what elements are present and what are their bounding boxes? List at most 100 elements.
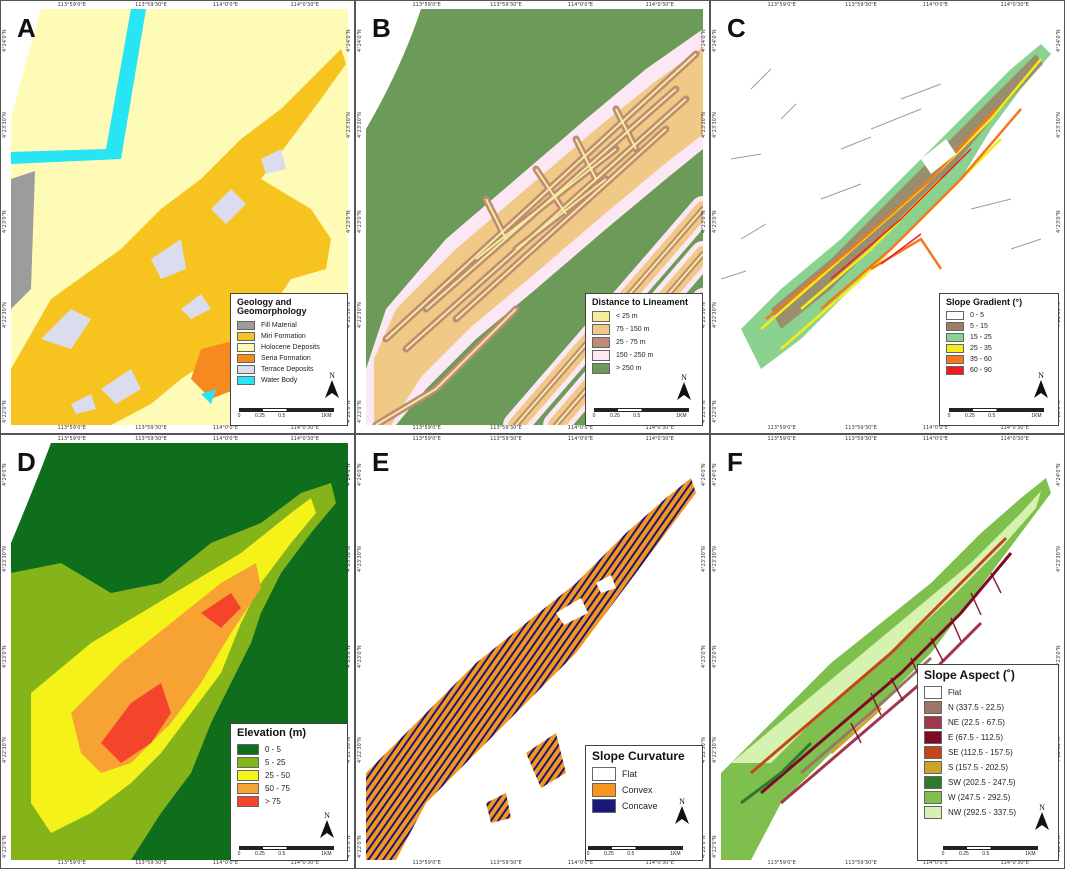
legend-swatch xyxy=(946,333,964,343)
legend-label: 15 - 25 xyxy=(970,334,992,342)
scale-bar-labels: 0 0.25 0.5 1KM xyxy=(592,412,689,419)
scale-label: 1KM xyxy=(321,851,332,857)
legend-item: W (247.5 - 292.5) xyxy=(924,790,1052,804)
legend-item: Flat xyxy=(924,685,1052,699)
scale-bar-labels: 0 0.25 0.5 1KM xyxy=(947,412,1044,419)
legend-item: Flat xyxy=(592,766,696,781)
latitude-tick-label: 4°23'30"N xyxy=(1056,112,1062,138)
north-arrow: N xyxy=(676,373,692,405)
legend-item: S (157.5 - 202.5) xyxy=(924,760,1052,774)
north-arrow-icon xyxy=(677,382,691,400)
longitude-tick-label: 113°59'0"E xyxy=(412,2,441,8)
north-arrow: N xyxy=(674,797,690,829)
scale-label: 0 xyxy=(592,413,596,419)
legend-swatch xyxy=(924,745,942,759)
panel-letter: D xyxy=(17,447,36,477)
legend-swatch xyxy=(924,730,942,744)
scale-label: 0.25 xyxy=(255,413,265,419)
legend-label: Concave xyxy=(622,800,658,811)
legend-item: 15 - 25 xyxy=(946,333,1052,343)
north-arrow: N xyxy=(319,811,335,843)
legend-item: Seria Formation xyxy=(237,353,341,363)
longitude-tick-label: 114°0'30"E xyxy=(1000,425,1029,431)
legend-label: Water Body xyxy=(261,376,298,384)
longitude-tick-label: 113°59'30"E xyxy=(490,860,522,866)
legend-label: Holocene Deposits xyxy=(261,343,320,351)
legend-label: Terrace Deposits xyxy=(261,365,314,373)
longitude-tick-label: 113°59'0"E xyxy=(767,860,796,866)
longitude-tick-label: 114°0'0"E xyxy=(212,425,239,431)
legend: Distance to Lineament < 25 m 75 - 150 m 25… xyxy=(585,293,703,426)
legend-swatch xyxy=(592,363,610,375)
legend-label: 150 - 250 m xyxy=(616,352,654,360)
scale-label: 0.5 xyxy=(627,851,635,857)
north-label: N xyxy=(324,811,330,820)
legend-label: 5 - 15 xyxy=(970,323,988,331)
legend-items: Flat Convex Concave xyxy=(592,766,696,813)
legend-label: 60 - 90 xyxy=(970,367,992,375)
latitude-tick-label: 4°23'0"N xyxy=(1056,210,1062,233)
scale-label: 0.25 xyxy=(965,413,975,419)
longitude-tick-label: 113°59'0"E xyxy=(57,2,86,8)
longitude-tick-label: 113°59'30"E xyxy=(845,860,877,866)
longitude-tick-label: 113°59'30"E xyxy=(135,436,167,442)
latitude-tick-label: 4°23'0"N xyxy=(346,644,352,668)
legend-swatch xyxy=(924,760,942,774)
longitude-tick-label: 114°0'30"E xyxy=(290,2,319,8)
legend: Slope Aspect (˚) Flat N (337.5 - 22.5) NE … xyxy=(917,664,1059,861)
legend-swatch xyxy=(237,342,255,352)
legend-item: 0 - 5 xyxy=(237,743,341,755)
longitude-tick-label: 114°0'0"E xyxy=(567,425,594,431)
legend-label: W (247.5 - 292.5) xyxy=(948,792,1011,802)
legend-label: Convex xyxy=(622,784,653,795)
longitude-tick-label: 114°0'30"E xyxy=(290,425,319,431)
legend-swatch xyxy=(592,350,610,362)
longitude-tick-label: 113°59'0"E xyxy=(767,425,796,431)
legend-swatch xyxy=(237,756,259,768)
scale-label: 0 xyxy=(586,851,590,857)
legend-swatch xyxy=(946,311,964,321)
legend-swatch xyxy=(237,795,259,807)
legend-swatch xyxy=(946,344,964,354)
legend-item: 5 - 25 xyxy=(237,756,341,768)
scale-bar: 0 0.25 0.5 1KM xyxy=(238,846,334,857)
legend-label: Flat xyxy=(622,768,638,779)
longitude-tick-label: 113°59'30"E xyxy=(845,425,877,431)
north-label: N xyxy=(679,797,685,806)
north-arrow-icon xyxy=(325,380,339,398)
latitude-tick-label: 4°22'0"N xyxy=(357,835,363,859)
scale-bar-graphic xyxy=(239,846,334,850)
longitude-tick-label: 114°0'30"E xyxy=(290,860,319,866)
legend-swatch xyxy=(592,311,610,323)
geology-map xyxy=(11,9,348,425)
legend-swatch xyxy=(946,366,964,376)
legend-swatch xyxy=(946,322,964,332)
legend-item: Terrace Deposits xyxy=(237,364,341,374)
longitude-tick-label: 113°59'30"E xyxy=(845,436,877,442)
panel-letter: F xyxy=(727,447,743,477)
legend-title: Slope Curvature xyxy=(592,749,685,763)
latitude-tick-label: 4°22'30"N xyxy=(2,302,8,329)
panel-c-slope-gradient-map: C Slope Gradient (°) 0 - 5 5 - 15 15 - 25 2… xyxy=(710,0,1065,434)
scale-label: 0 xyxy=(947,413,951,419)
longitude-tick-label: 113°59'0"E xyxy=(57,860,86,866)
latitude-tick-label: 4°24'0"N xyxy=(2,28,8,52)
legend-label: SW (202.5 - 247.5) xyxy=(948,777,1016,787)
legend-label: < 25 m xyxy=(616,313,638,321)
longitude-tick-label: 114°0'30"E xyxy=(290,436,319,442)
longitude-tick-label: 114°0'30"E xyxy=(645,436,674,442)
scale-label: 0 xyxy=(941,851,945,857)
legend-label: Seria Formation xyxy=(261,354,311,362)
longitude-tick-label: 113°59'0"E xyxy=(57,425,86,431)
slope-gradient-map xyxy=(721,9,1058,425)
latitude-tick-label: 4°24'0"N xyxy=(2,462,8,486)
legend-swatch xyxy=(592,766,616,781)
scale-bar: 0 0.25 0.5 1KM xyxy=(947,408,1044,419)
panel-letter: B xyxy=(372,13,391,43)
legend-swatch xyxy=(237,331,255,341)
latitude-tick-label: 4°24'0"N xyxy=(357,28,363,52)
longitude-tick-label: 113°59'0"E xyxy=(412,860,441,866)
legend-swatch xyxy=(592,782,616,797)
scale-label: 1KM xyxy=(676,413,687,419)
panel-letter: E xyxy=(372,447,390,477)
